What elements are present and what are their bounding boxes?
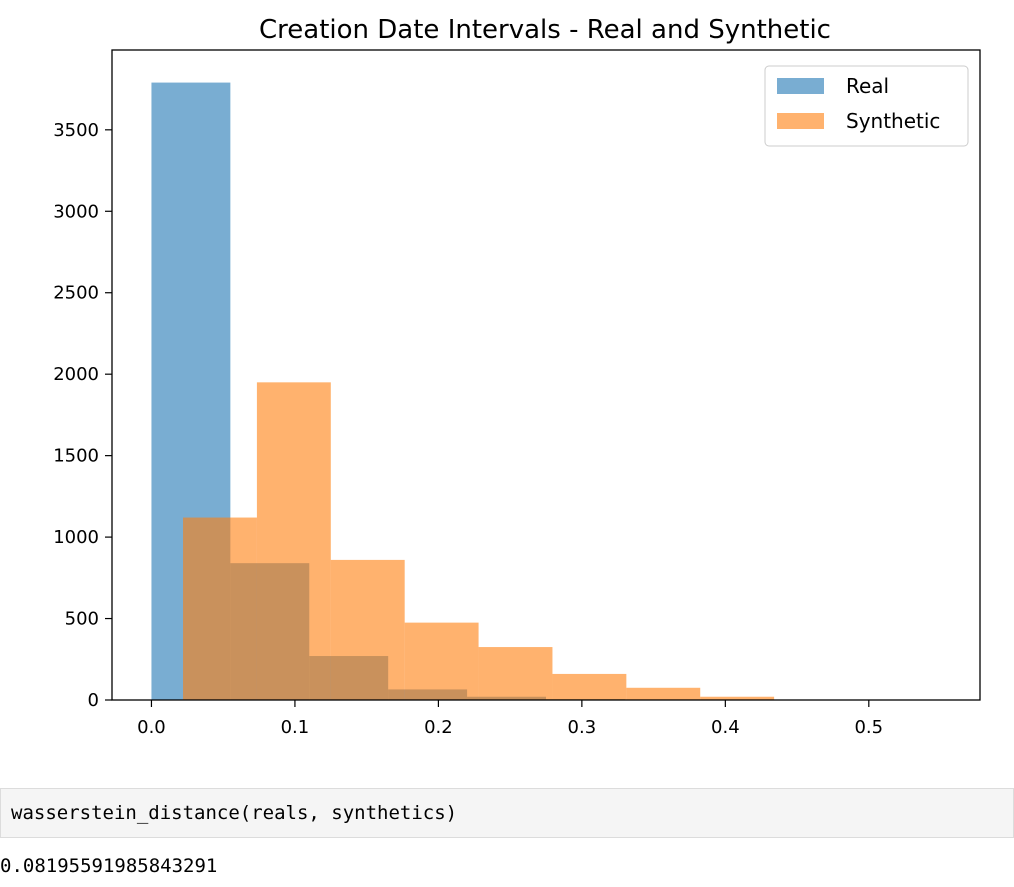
y-tick-label: 2500 — [53, 283, 99, 304]
y-axis: 0 500 1000 1500 2000 2500 3000 3500 — [53, 120, 112, 711]
y-tick-label: 2000 — [53, 364, 99, 385]
y-tick-label: 1500 — [53, 446, 99, 467]
bar-synthetic-0 — [183, 517, 257, 700]
x-tick-label: 0.4 — [711, 717, 740, 738]
x-tick-label: 0.3 — [568, 717, 597, 738]
bar-synthetic-4 — [478, 647, 553, 700]
y-tick-label: 3500 — [53, 120, 99, 141]
plot-output: Creation Date Intervals - Real and Synth… — [53, 15, 981, 738]
code-cell-output: 0.08195591985843291 — [0, 855, 218, 877]
bar-synthetic-7 — [700, 696, 775, 700]
y-tick-label: 3000 — [53, 201, 99, 222]
x-axis: 0.0 0.1 0.2 0.3 0.4 0.5 — [137, 700, 883, 738]
legend-swatch-synthetic — [777, 113, 824, 129]
legend: Real Synthetic — [764, 65, 969, 147]
plot-frame — [111, 49, 981, 701]
series-synthetic — [183, 382, 775, 700]
x-tick-label: 0.1 — [281, 717, 310, 738]
legend-label-synthetic: Synthetic — [846, 109, 940, 133]
bar-synthetic-2 — [330, 559, 405, 700]
chart-title: Creation Date Intervals - Real and Synth… — [259, 15, 831, 45]
bar-synthetic-3 — [404, 622, 479, 700]
x-tick-label: 0.2 — [424, 717, 453, 738]
x-tick-label: 0.5 — [854, 717, 883, 738]
bars-layer — [151, 82, 941, 700]
x-tick-label: 0.0 — [137, 717, 166, 738]
bar-synthetic-6 — [626, 687, 701, 700]
histogram-chart: Creation Date Intervals - Real and Synth… — [53, 15, 981, 738]
y-tick-label: 0 — [88, 690, 99, 711]
axes-layer: 0.0 0.1 0.2 0.3 0.4 0.5 0 500 1000 1500 2000 2500 30… — [53, 120, 883, 738]
y-tick-label: 500 — [65, 609, 99, 630]
legend-label-real: Real — [846, 74, 889, 98]
code-cell-input[interactable]: wasserstein_distance(reals, synthetics) — [0, 788, 1014, 838]
y-tick-label: 1000 — [53, 527, 99, 548]
bar-synthetic-1 — [256, 382, 331, 700]
bar-synthetic-5 — [552, 673, 627, 700]
legend-swatch-real — [777, 78, 824, 94]
